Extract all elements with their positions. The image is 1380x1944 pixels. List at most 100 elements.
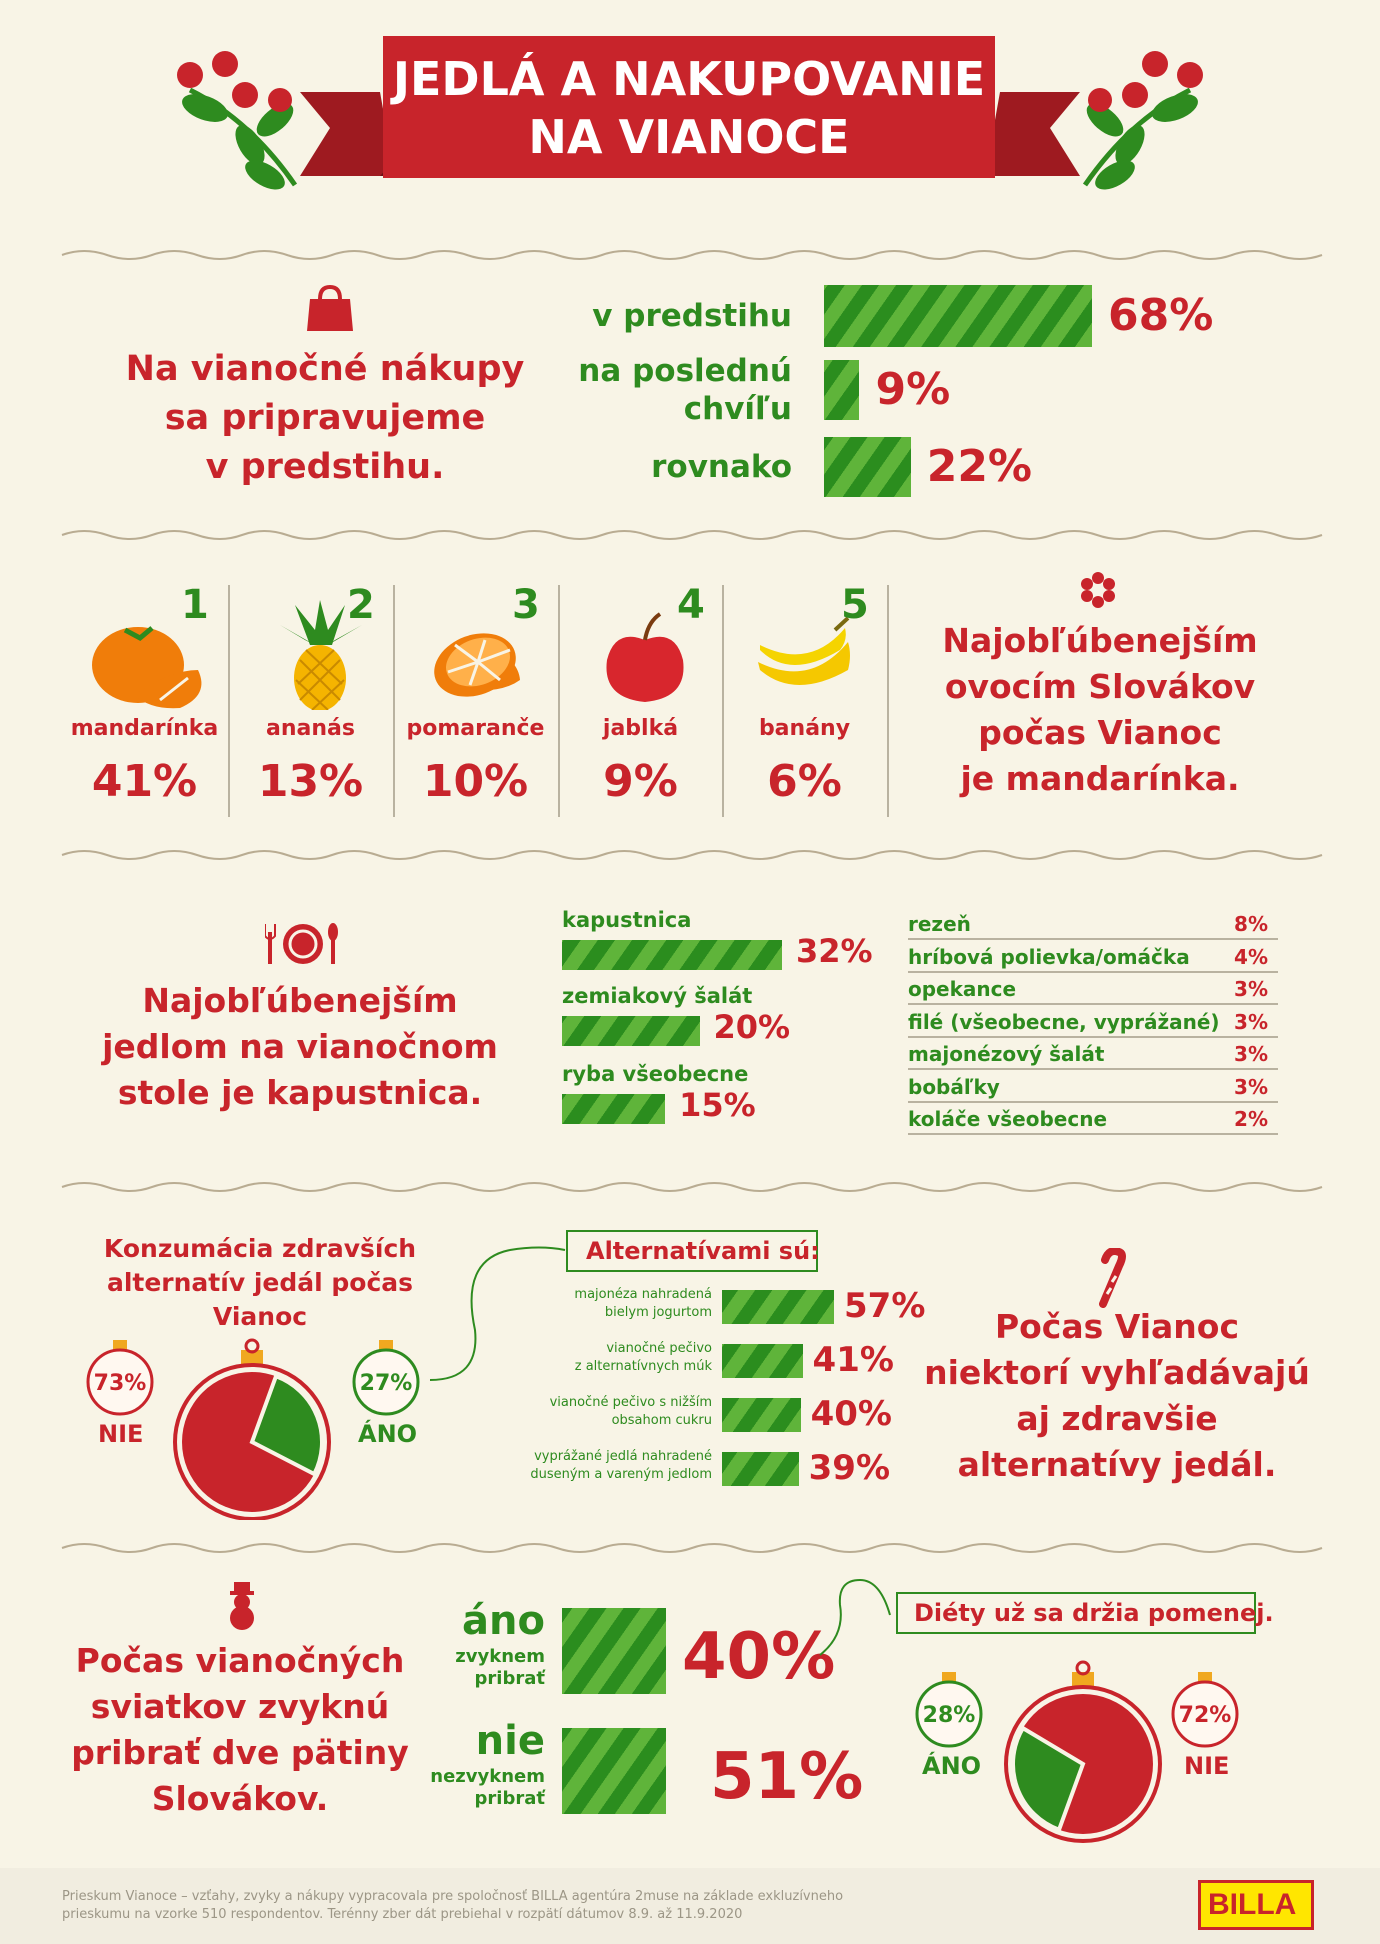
alternative-label-line: vyprážané jedlá nahradené — [534, 1449, 712, 1464]
weight-sublabel-line: pribrať — [474, 1788, 545, 1809]
alternatives-tag — [566, 1230, 818, 1272]
alternative-bar-3 — [722, 1452, 799, 1486]
ornament-ball — [352, 1348, 420, 1416]
wavy-divider — [61, 850, 1323, 860]
weight-bar-1 — [562, 1728, 666, 1814]
shopping-bar-label: na poslednú chvíľu — [578, 352, 792, 428]
alternatives-tag-label: Alternatívami sú: — [586, 1237, 820, 1265]
meal-table-name: opekance — [908, 977, 1017, 1001]
ornament-cap — [241, 1350, 263, 1364]
fruit-rank: 5 — [841, 582, 869, 628]
meal-table-pct: 3% — [1234, 1042, 1268, 1066]
candy-cane-icon — [1099, 1248, 1126, 1308]
shopping-bar-label: rovnako — [651, 448, 792, 486]
meal-table-name: bobáľky — [908, 1074, 1000, 1099]
mandarin-icon — [92, 626, 202, 709]
pie-value-label: 28% — [923, 1703, 976, 1728]
fruit-pct: 10% — [422, 756, 529, 807]
fruit-statement: Najobľúbenejším ovocím Slovákov počas Vi… — [942, 621, 1258, 798]
ornament-cap — [113, 1340, 127, 1350]
shopping-bar-0-fill — [824, 285, 1092, 347]
meal-table-pct: 3% — [1234, 1009, 1268, 1034]
alternative-value: 40% — [810, 1394, 892, 1434]
title-banner — [177, 36, 1203, 190]
shopping-bar-label-line: na poslednú — [578, 353, 792, 389]
divider — [393, 585, 395, 817]
shopping-bar-label-line: chvíľu — [683, 391, 792, 427]
weight-sublabel: zvyknem pribrať — [455, 1646, 545, 1690]
divider — [887, 585, 889, 817]
meal-bar-2 — [562, 1094, 666, 1124]
snowflake-icon — [1081, 572, 1115, 608]
weight-bar-0 — [562, 1608, 666, 1694]
divider — [228, 585, 230, 817]
alternative-label: majonéza nahradená bielym jogurtom — [574, 1286, 712, 1322]
meal-table-name: majonézový šalát — [908, 1042, 1105, 1066]
meal-table-pct: 4% — [1234, 944, 1268, 969]
pineapple-icon — [280, 600, 362, 710]
fruit-pct: 13% — [257, 756, 364, 807]
alternative-bar-2 — [722, 1398, 801, 1432]
meal-table-row: majonézový šalát 3% — [908, 1038, 1278, 1070]
fruit-name: banány — [758, 716, 851, 741]
berry-left-icon — [177, 51, 298, 190]
ornament-ball — [1171, 1680, 1239, 1748]
healthy-heading: Konzumácia zdravších alternatív jedál po… — [103, 1234, 417, 1331]
weight-statement: Počas vianočných sviatkov zvyknú pribrať… — [71, 1641, 409, 1818]
weight-sublabel: nezvyknem pribrať — [430, 1766, 545, 1810]
fruit-rank: 3 — [512, 582, 540, 628]
alternative-label: vianočné pečivo z alternatívnych múk — [575, 1340, 712, 1376]
shopping-statement: Na vianočné nákupy sa pripravujeme v pre… — [125, 349, 525, 487]
meal-bar-2-fill — [562, 1094, 666, 1124]
alternative-bar-1 — [722, 1344, 803, 1378]
banana-icon — [758, 616, 850, 685]
meal-value: 32% — [796, 932, 873, 970]
meal-table-name: filé (všeobecne, vyprážané) — [908, 1009, 1220, 1034]
ornament-loop — [1075, 1660, 1091, 1676]
wavy-divider — [61, 250, 1323, 260]
fruit-name: ananás — [266, 716, 355, 741]
alternative-value: 39% — [808, 1448, 891, 1488]
weight-bar-1-fill — [562, 1728, 666, 1814]
shopping-bar-2-fill — [824, 437, 911, 497]
meal-table-row: bobáľky 3% — [908, 1071, 1278, 1103]
ornament-cap — [1198, 1672, 1212, 1682]
tag-string — [819, 1578, 891, 1656]
pie-value-label: 72% — [1179, 1703, 1232, 1728]
healthy-pie-chart: 73% 27% — [86, 1338, 420, 1520]
snowman-icon — [230, 1582, 254, 1630]
wavy-divider — [61, 1182, 1323, 1192]
healthy-pie-label-yes: ÁNO — [358, 1420, 418, 1448]
weight-answer: nie — [475, 1718, 545, 1764]
fruit-icons — [92, 600, 850, 710]
meal-table-row: opekance 3% — [908, 973, 1278, 1005]
meal-table-pct: 3% — [1234, 1074, 1268, 1099]
meal-label: kapustnica — [562, 908, 692, 932]
fruit-name: pomaranče — [406, 716, 545, 741]
weight-sublabel-line: zvyknem — [455, 1646, 545, 1667]
meal-table-name: hríbová polievka/omáčka — [908, 944, 1190, 969]
alternative-label-line: majonéza nahradená — [574, 1287, 712, 1302]
meal-label: zemiakový šalát — [562, 984, 753, 1008]
footer-note: Prieskum Vianoce – vzťahy, zvyky a nákup… — [62, 1889, 844, 1922]
alternative-bar-0 — [722, 1290, 834, 1324]
alternative-label: vyprážané jedlá nahradené duseným a varen… — [530, 1448, 712, 1484]
shopping-bar-value: 9% — [875, 364, 951, 415]
alternative-value: 41% — [812, 1340, 894, 1380]
alternative-label-line: vianočné pečivo s nižším — [549, 1395, 712, 1410]
meal-table-pct: 3% — [1234, 977, 1268, 1001]
ornament-ring — [173, 1363, 331, 1520]
shopping-bag-icon — [307, 285, 353, 331]
ornament-loop — [244, 1338, 260, 1354]
alternative-label-line: duseným a vareným jedlom — [530, 1467, 712, 1482]
shopping-bar-label-line: rovnako — [651, 449, 792, 485]
fruit-pct: 6% — [767, 756, 842, 807]
plate-cutlery-icon — [265, 923, 338, 964]
shopping-bar-1 — [824, 360, 860, 420]
meal-table-row: filé (všeobecne, vyprážané) 3% — [908, 1006, 1278, 1038]
berry-right-icon — [1082, 51, 1203, 190]
weight-value: 51% — [710, 1740, 864, 1814]
ornament-ball — [915, 1680, 983, 1748]
meal-bar-0 — [562, 940, 782, 970]
meal-bar-1-fill — [562, 1016, 700, 1046]
